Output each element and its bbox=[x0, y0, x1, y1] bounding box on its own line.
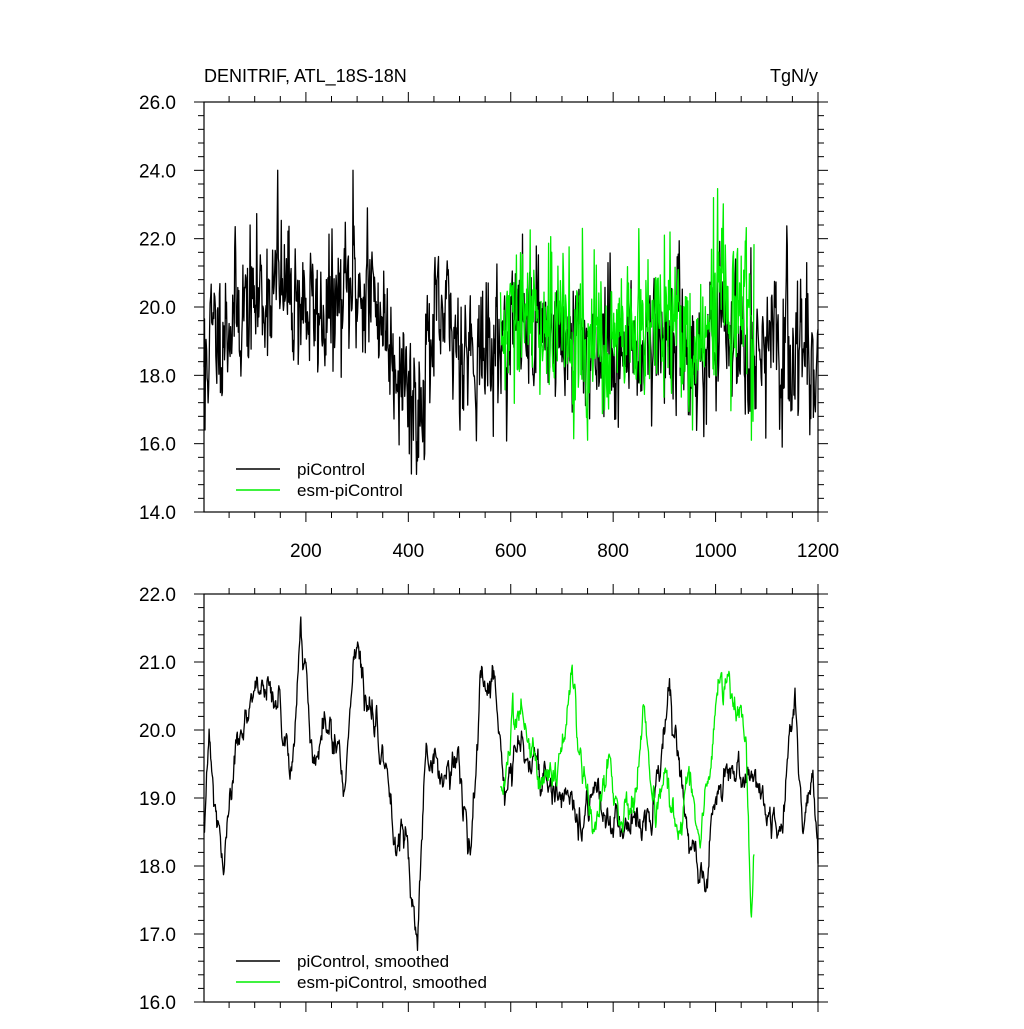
tick-marks bbox=[194, 584, 828, 1012]
series-line-picontrol-smoothed bbox=[203, 616, 819, 952]
x-tick-label: 200 bbox=[290, 541, 322, 562]
x-tick-label: 400 bbox=[392, 541, 424, 562]
x-tick-label: 600 bbox=[495, 541, 527, 562]
chart-title: DENITRIF, ATL_18S-18N bbox=[204, 66, 407, 87]
legend-label-esm-picontrol: esm-piControl bbox=[297, 481, 403, 500]
y-tick-label: 20.0 bbox=[139, 298, 176, 319]
y-tick-label: 21.0 bbox=[139, 653, 176, 674]
y-tick-label: 22.0 bbox=[139, 585, 176, 606]
legend: piControl esm-piControl bbox=[236, 460, 403, 500]
y-tick-label: 24.0 bbox=[139, 161, 176, 182]
plot-frame bbox=[203, 593, 819, 1003]
legend-label-esm-picontrol-smoothed: esm-piControl, smoothed bbox=[297, 973, 487, 992]
panel-top: 14.0 16.0 18.0 20.0 22.0 24.0 26.0 200 400 600 80… bbox=[139, 66, 839, 562]
x-tick-label: 1200 bbox=[797, 541, 839, 562]
legend-label-picontrol-smoothed: piControl, smoothed bbox=[297, 952, 449, 971]
y-tick-label: 26.0 bbox=[139, 93, 176, 114]
series-line-picontrol bbox=[203, 169, 819, 476]
tick-marks bbox=[194, 92, 828, 522]
legend: piControl, smoothed esm-piControl, smoot… bbox=[236, 952, 487, 992]
y-tick-label: 17.0 bbox=[139, 925, 176, 946]
y-tick-label: 19.0 bbox=[139, 789, 176, 810]
y-tick-labels: 14.0 16.0 18.0 20.0 22.0 24.0 26.0 bbox=[139, 93, 176, 524]
y-tick-label: 18.0 bbox=[139, 366, 176, 387]
series-lines bbox=[203, 616, 819, 952]
x-tick-label: 1000 bbox=[694, 541, 736, 562]
y-tick-label: 14.0 bbox=[139, 503, 176, 524]
series-lines bbox=[203, 169, 819, 476]
y-tick-label: 22.0 bbox=[139, 230, 176, 251]
x-tick-labels: 200 400 600 800 1000 1200 bbox=[290, 541, 839, 562]
y-tick-labels: 16.0 17.0 18.0 19.0 20.0 21.0 22.0 bbox=[139, 585, 176, 1014]
y-tick-label: 20.0 bbox=[139, 721, 176, 742]
y-tick-label: 16.0 bbox=[139, 435, 176, 456]
y-tick-label: 18.0 bbox=[139, 857, 176, 878]
legend-label-picontrol: piControl bbox=[297, 460, 365, 479]
series-line-esm-picontrol bbox=[499, 187, 755, 441]
y-tick-label: 16.0 bbox=[139, 993, 176, 1014]
x-tick-label: 800 bbox=[597, 541, 629, 562]
series-line-esm-picontrol-smoothed bbox=[499, 664, 755, 918]
units-label: TgN/y bbox=[770, 66, 818, 86]
panel-bottom: 16.0 17.0 18.0 19.0 20.0 21.0 22.0 piControl, … bbox=[139, 584, 828, 1014]
